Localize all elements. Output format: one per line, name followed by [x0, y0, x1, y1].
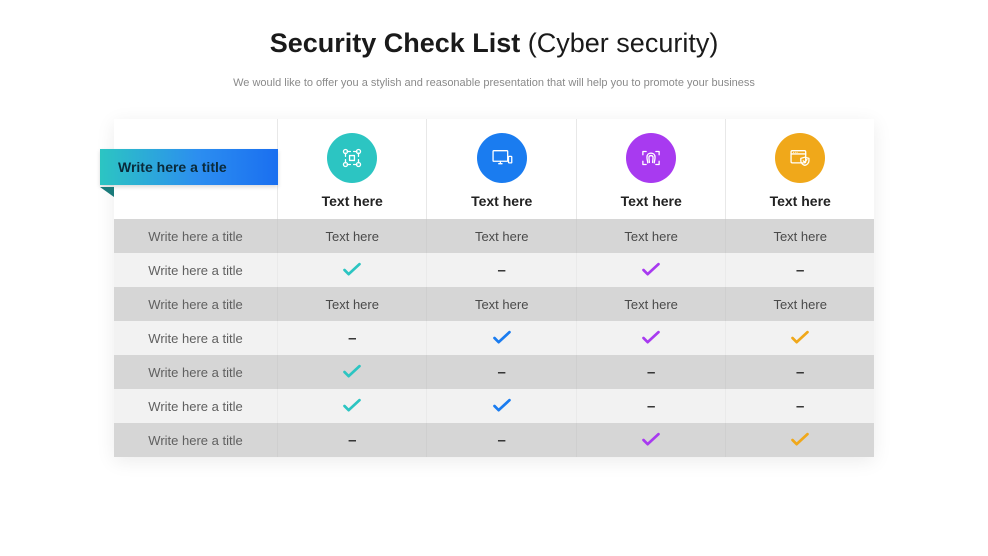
table-cell: – [427, 423, 576, 457]
table-cell: Text here [577, 219, 726, 253]
dash-icon: – [348, 330, 356, 347]
check-icon [585, 432, 717, 448]
slide-subtitle: We would like to offer you a stylish and… [40, 77, 948, 89]
dash-icon: – [796, 262, 804, 279]
ribbon: Write here a title [100, 149, 278, 185]
dash-icon: – [647, 364, 655, 381]
check-icon [585, 262, 717, 278]
table-cell [577, 423, 726, 457]
table-cell: Text here [577, 287, 726, 321]
slide-title: Security Check List (Cyber security) [40, 28, 948, 59]
dash-icon: – [796, 364, 804, 381]
table-row: Write here a titleText hereText hereText… [114, 287, 874, 321]
check-icon [286, 398, 418, 414]
title-bold: Security Check List [270, 28, 521, 58]
table-cell: – [278, 423, 427, 457]
column-label: Text here [734, 193, 866, 209]
table-cell [278, 253, 427, 287]
table-cell [427, 321, 576, 355]
column-header: Text here [278, 119, 427, 219]
row-title: Write here a title [114, 423, 278, 457]
row-title: Write here a title [114, 287, 278, 321]
table-cell: – [726, 389, 874, 423]
comparison-table-wrap: Write here a title Text hereText hereTex… [114, 119, 874, 457]
check-icon [585, 330, 717, 346]
row-title: Write here a title [114, 219, 278, 253]
column-icon-circle [775, 133, 825, 183]
column-header: Text here [726, 119, 874, 219]
table-cell: Text here [726, 219, 874, 253]
table-row: Write here a title – [114, 321, 874, 355]
table-cell [726, 423, 874, 457]
dash-icon: – [498, 364, 506, 381]
check-icon [734, 330, 866, 346]
row-title: Write here a title [114, 321, 278, 355]
row-title: Write here a title [114, 389, 278, 423]
column-icon-circle [477, 133, 527, 183]
table-body: Write here a titleText hereText hereText… [114, 219, 874, 457]
dash-icon: – [498, 432, 506, 449]
table-row: Write here a title – – [114, 389, 874, 423]
table-cell [577, 253, 726, 287]
table-cell [577, 321, 726, 355]
table-cell [278, 355, 427, 389]
check-icon [435, 330, 567, 346]
dash-icon: – [647, 398, 655, 415]
table-cell: Text here [427, 287, 576, 321]
column-label: Text here [286, 193, 418, 209]
table-cell: Text here [726, 287, 874, 321]
table-cell: – [577, 355, 726, 389]
table-row: Write here a titleText hereText hereText… [114, 219, 874, 253]
dash-icon: – [796, 398, 804, 415]
table-cell: – [427, 253, 576, 287]
table-cell: – [726, 355, 874, 389]
dash-icon: – [348, 432, 356, 449]
column-icon-circle [327, 133, 377, 183]
table-cell: – [427, 355, 576, 389]
table-row: Write here a title – – [114, 423, 874, 457]
table-cell: – [278, 321, 427, 355]
title-light: (Cyber security) [520, 28, 718, 58]
table-cell: Text here [427, 219, 576, 253]
check-icon [286, 364, 418, 380]
table-cell: Text here [278, 287, 427, 321]
column-label: Text here [435, 193, 567, 209]
table-row: Write here a title – – – [114, 355, 874, 389]
column-header: Text here [427, 119, 576, 219]
column-icon-circle [626, 133, 676, 183]
row-title: Write here a title [114, 355, 278, 389]
table-row: Write here a title – – [114, 253, 874, 287]
check-icon [286, 262, 418, 278]
column-label: Text here [585, 193, 717, 209]
table-cell [726, 321, 874, 355]
ribbon-label: Write here a title [100, 149, 278, 185]
check-icon [435, 398, 567, 414]
check-icon [734, 432, 866, 448]
table-cell [278, 389, 427, 423]
ribbon-fold [100, 187, 114, 197]
dash-icon: – [498, 262, 506, 279]
column-header: Text here [577, 119, 726, 219]
table-cell: Text here [278, 219, 427, 253]
table-cell: – [726, 253, 874, 287]
row-title: Write here a title [114, 253, 278, 287]
table-cell: – [577, 389, 726, 423]
table-cell [427, 389, 576, 423]
